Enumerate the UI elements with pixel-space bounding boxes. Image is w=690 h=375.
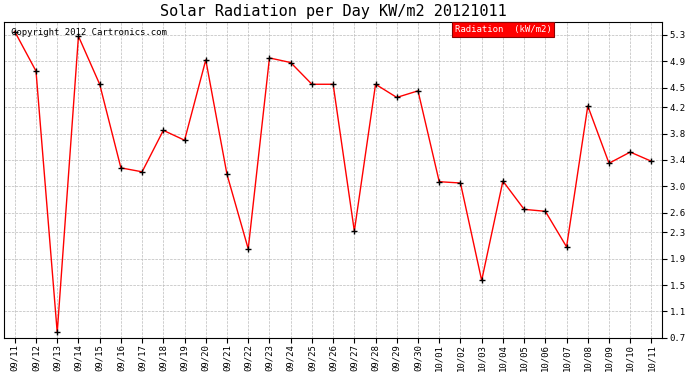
Title: Solar Radiation per Day KW/m2 20121011: Solar Radiation per Day KW/m2 20121011 [160,4,506,19]
Text: Copyright 2012 Cartronics.com: Copyright 2012 Cartronics.com [11,28,166,37]
Text: Radiation  (kW/m2): Radiation (kW/m2) [455,25,551,34]
